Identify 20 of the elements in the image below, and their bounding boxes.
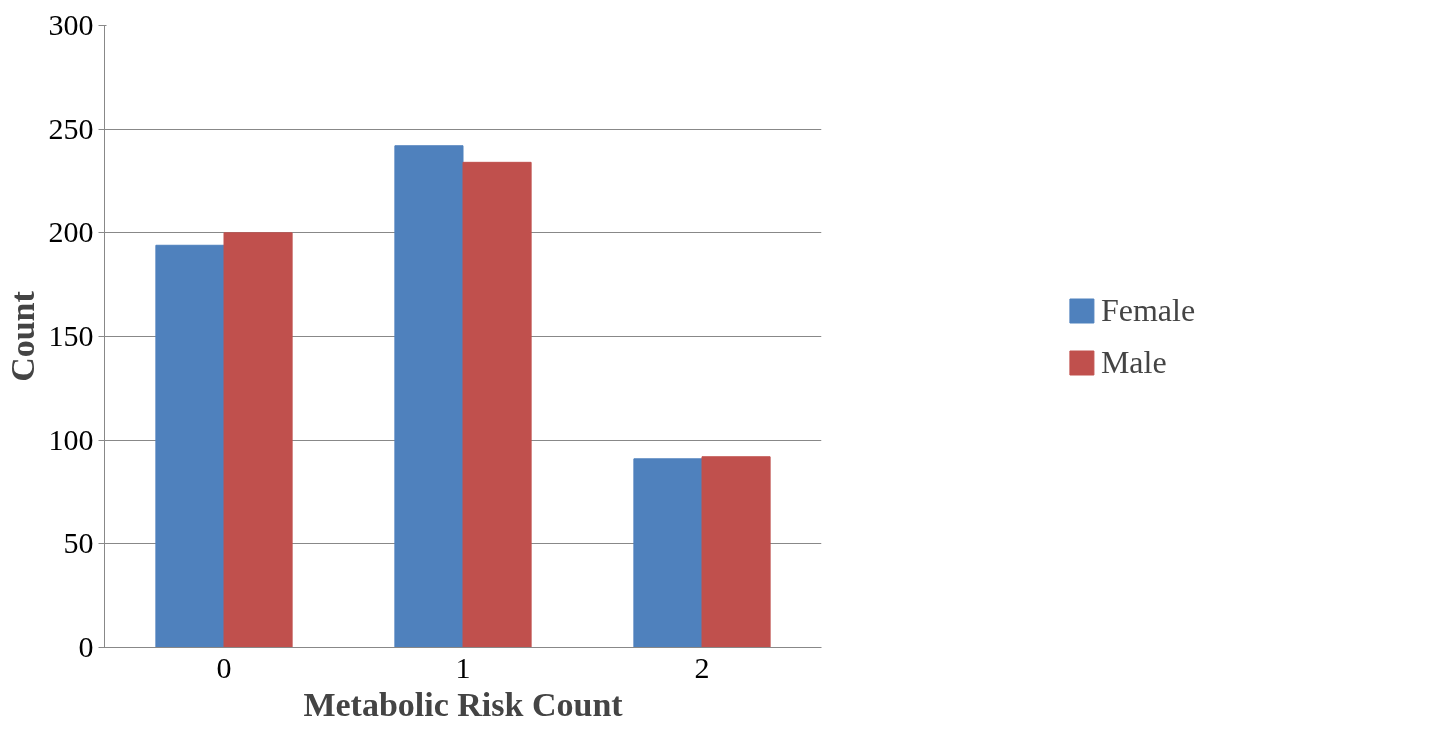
bar — [394, 145, 464, 648]
bar — [155, 244, 225, 648]
x-tick-label: 0 — [216, 650, 232, 684]
legend-label: Female — [1100, 291, 1196, 329]
bar — [223, 232, 293, 648]
y-tick-label: 200 — [48, 215, 94, 249]
y-tick-label: 0 — [78, 630, 94, 663]
y-tick-label: 50 — [63, 526, 94, 560]
x-tick-label: 2 — [694, 650, 710, 684]
bar — [462, 161, 532, 648]
x-axis-title: Metabolic Risk Count — [303, 685, 624, 723]
y-tick-label: 150 — [48, 319, 94, 352]
y-tick-label: 300 — [48, 8, 94, 41]
legend-label: Male — [1100, 343, 1167, 381]
bar — [633, 458, 703, 648]
y-tick-label: 100 — [48, 422, 94, 456]
y-tick-label: 250 — [48, 111, 94, 145]
x-tick-label: 1 — [455, 650, 471, 684]
bar — [701, 456, 771, 648]
y-axis-title: Count — [3, 290, 41, 382]
